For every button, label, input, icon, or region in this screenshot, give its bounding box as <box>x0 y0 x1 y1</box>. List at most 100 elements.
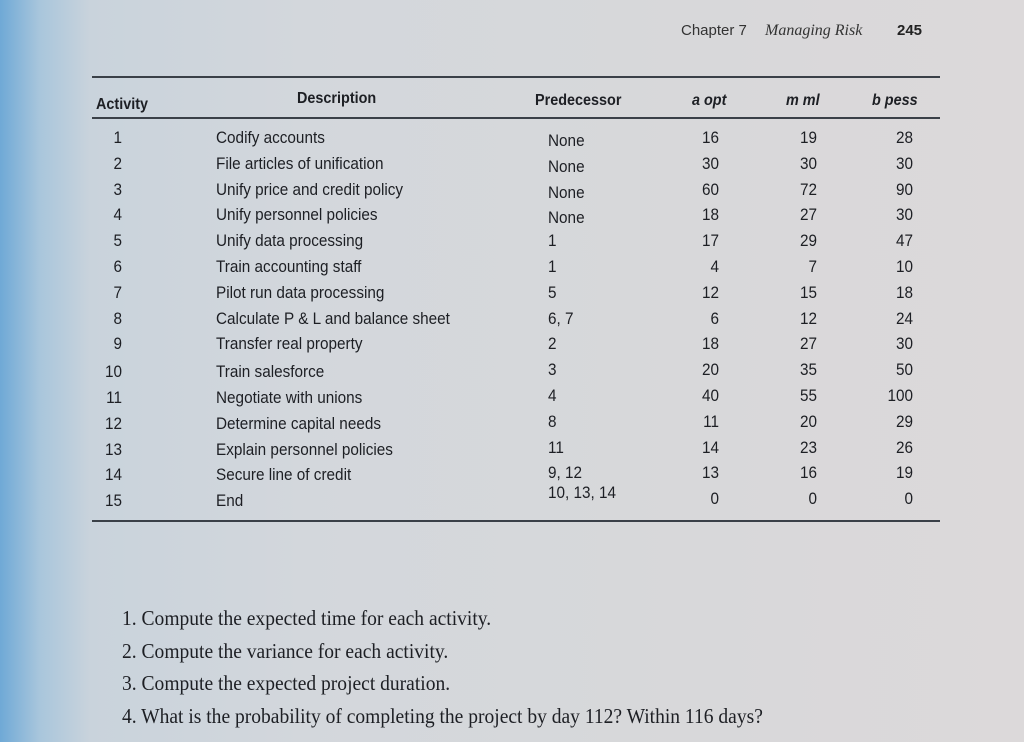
cell-a-opt: 14 <box>701 437 719 457</box>
chapter-title: Managing Risk <box>765 22 863 39</box>
cell-b-pess: 0 <box>904 489 913 509</box>
header-m-ml: m ml <box>786 92 820 109</box>
cell-m-ml: 23 <box>799 437 817 457</box>
cell-activity: 5 <box>113 231 122 251</box>
cell-b-pess: 28 <box>895 128 913 147</box>
cell-m-ml: 20 <box>799 411 817 431</box>
cell-predecessor: 3 <box>548 360 557 380</box>
cell-description: Determine capital needs <box>216 413 381 433</box>
cell-b-pess: 50 <box>895 360 913 380</box>
cell-m-ml: 0 <box>808 489 817 509</box>
cell-predecessor: 10, 13, 14 <box>548 483 617 503</box>
cell-m-ml: 27 <box>799 205 817 225</box>
cell-description: Transfer real property <box>216 334 363 354</box>
cell-a-opt: 4 <box>710 257 719 276</box>
page-number: 245 <box>897 22 923 39</box>
cell-m-ml: 30 <box>799 153 817 173</box>
cell-a-opt: 6 <box>710 308 719 328</box>
cell-predecessor: 1 <box>548 257 557 276</box>
cell-predecessor: 11 <box>548 437 564 457</box>
cell-a-opt: 0 <box>710 489 719 509</box>
cell-b-pess: 90 <box>895 179 913 199</box>
cell-activity: 1 <box>113 128 122 147</box>
cell-b-pess: 24 <box>895 308 913 328</box>
cell-description: End <box>216 491 244 511</box>
cell-description: Unify personnel policies <box>216 205 378 225</box>
table-header-rule <box>92 117 940 119</box>
cell-description: File articles of unification <box>216 153 384 173</box>
cell-m-ml: 16 <box>799 463 817 483</box>
cell-predecessor: None <box>548 156 585 176</box>
cell-a-opt: 13 <box>701 463 719 483</box>
cell-predecessor: 1 <box>548 231 557 251</box>
cell-activity: 7 <box>113 282 122 302</box>
table-top-rule <box>92 76 940 78</box>
header-predecessor: Predecessor <box>535 92 622 109</box>
cell-description: Unify data processing <box>216 231 364 251</box>
cell-predecessor: 9, 12 <box>548 463 583 483</box>
cell-activity: 4 <box>113 205 122 225</box>
cell-a-opt: 11 <box>703 411 719 431</box>
cell-description: Pilot run data processing <box>216 282 385 302</box>
cell-activity: 12 <box>104 413 122 433</box>
cell-a-opt: 30 <box>701 153 719 173</box>
cell-a-opt: 18 <box>701 334 719 354</box>
question-item: 3. Compute the expected project duration… <box>122 671 451 695</box>
header-a-opt: a opt <box>692 92 727 109</box>
cell-description: Train salesforce <box>216 362 325 382</box>
cell-m-ml: 55 <box>799 386 817 405</box>
cell-m-ml: 35 <box>799 360 817 380</box>
cell-description: Secure line of credit <box>216 465 352 485</box>
cell-b-pess: 30 <box>895 205 913 225</box>
cell-predecessor: None <box>548 208 585 228</box>
cell-b-pess: 29 <box>895 411 913 431</box>
cell-predecessor: 4 <box>548 386 557 405</box>
cell-a-opt: 12 <box>701 282 719 302</box>
cell-b-pess: 18 <box>895 282 913 302</box>
cell-activity: 13 <box>104 439 122 459</box>
cell-description: Train accounting staff <box>216 257 362 276</box>
cell-m-ml: 29 <box>799 231 817 251</box>
cell-a-opt: 17 <box>701 231 719 251</box>
cell-a-opt: 20 <box>701 360 719 380</box>
question-item: 4. What is the probability of completing… <box>122 703 763 728</box>
cell-activity: 14 <box>104 465 122 485</box>
chapter-label: Chapter 7 <box>681 22 747 39</box>
cell-m-ml: 12 <box>799 308 817 328</box>
question-item: 1. Compute the expected time for each ac… <box>122 606 492 630</box>
cell-predecessor: None <box>548 182 585 202</box>
cell-b-pess: 100 <box>887 386 913 405</box>
cell-b-pess: 10 <box>895 257 913 276</box>
cell-description: Calculate P & L and balance sheet <box>216 308 450 328</box>
cell-description: Unify price and credit policy <box>216 179 404 199</box>
cell-a-opt: 16 <box>701 128 719 147</box>
cell-m-ml: 7 <box>808 257 817 276</box>
header-b-pess: b pess <box>872 92 918 109</box>
cell-b-pess: 30 <box>895 153 913 173</box>
header-description: Description <box>297 90 377 107</box>
cell-m-ml: 19 <box>799 128 817 147</box>
cell-m-ml: 27 <box>799 334 817 354</box>
cell-b-pess: 47 <box>895 231 913 251</box>
cell-description: Negotiate with unions <box>216 388 363 407</box>
cell-predecessor: 6, 7 <box>548 308 574 328</box>
cell-b-pess: 30 <box>895 334 913 354</box>
cell-activity: 15 <box>104 491 122 511</box>
cell-description: Explain personnel policies <box>216 439 393 459</box>
cell-activity: 6 <box>113 257 122 276</box>
header-activity: Activity <box>96 96 149 113</box>
cell-m-ml: 15 <box>799 282 817 302</box>
cell-activity: 11 <box>106 388 122 407</box>
cell-activity: 8 <box>113 308 122 328</box>
table-bottom-rule <box>92 520 940 522</box>
cell-predecessor: 8 <box>548 411 557 431</box>
cell-predecessor: 2 <box>548 334 557 354</box>
cell-b-pess: 26 <box>895 437 913 457</box>
cell-a-opt: 60 <box>701 179 719 199</box>
question-item: 2. Compute the variance for each activit… <box>122 638 449 663</box>
cell-activity: 9 <box>113 334 122 354</box>
cell-a-opt: 18 <box>701 205 719 225</box>
cell-a-opt: 40 <box>701 386 719 405</box>
cell-activity: 3 <box>113 179 122 199</box>
cell-description: Codify accounts <box>216 128 325 147</box>
